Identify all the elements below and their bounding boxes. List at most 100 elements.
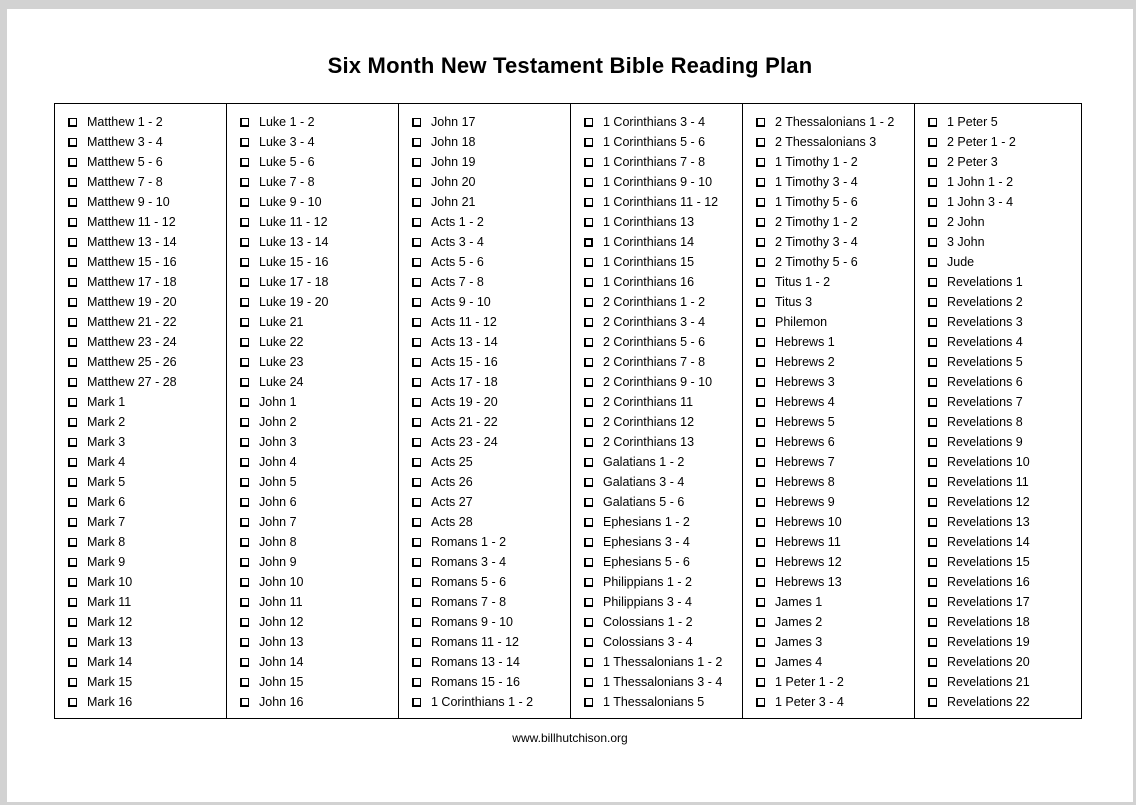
checkbox-icon[interactable]	[412, 157, 421, 167]
checkbox-icon[interactable]	[68, 297, 77, 307]
checkbox-icon[interactable]	[584, 297, 593, 307]
checkbox-icon[interactable]	[240, 677, 249, 687]
checkbox-icon[interactable]	[928, 477, 937, 487]
checkbox-icon[interactable]	[756, 277, 765, 287]
checkbox-icon[interactable]	[412, 117, 421, 127]
checkbox-icon[interactable]	[584, 317, 593, 327]
checkbox-icon[interactable]	[756, 317, 765, 327]
checkbox-icon[interactable]	[928, 517, 937, 527]
checkbox-icon[interactable]	[928, 157, 937, 167]
checkbox-icon[interactable]	[584, 337, 593, 347]
checkbox-icon[interactable]	[68, 137, 77, 147]
checkbox-icon[interactable]	[756, 457, 765, 467]
checkbox-icon[interactable]	[412, 497, 421, 507]
checkbox-icon[interactable]	[756, 577, 765, 587]
checkbox-icon[interactable]	[412, 357, 421, 367]
checkbox-icon[interactable]	[928, 637, 937, 647]
checkbox-icon[interactable]	[412, 537, 421, 547]
checkbox-icon[interactable]	[240, 237, 249, 247]
checkbox-icon[interactable]	[584, 117, 593, 127]
checkbox-icon[interactable]	[584, 657, 593, 667]
checkbox-icon[interactable]	[68, 637, 77, 647]
checkbox-icon[interactable]	[928, 237, 937, 247]
checkbox-icon[interactable]	[584, 597, 593, 607]
checkbox-icon[interactable]	[928, 297, 937, 307]
checkbox-icon[interactable]	[240, 137, 249, 147]
checkbox-icon[interactable]	[412, 277, 421, 287]
checkbox-icon[interactable]	[68, 177, 77, 187]
checkbox-icon[interactable]	[240, 157, 249, 167]
checkbox-icon[interactable]	[928, 357, 937, 367]
checkbox-icon[interactable]	[240, 177, 249, 187]
checkbox-icon[interactable]	[584, 377, 593, 387]
checkbox-icon[interactable]	[584, 397, 593, 407]
checkbox-icon[interactable]	[928, 577, 937, 587]
checkbox-icon[interactable]	[928, 317, 937, 327]
checkbox-icon[interactable]	[928, 177, 937, 187]
checkbox-icon[interactable]	[68, 277, 77, 287]
checkbox-icon[interactable]	[928, 597, 937, 607]
checkbox-icon[interactable]	[412, 457, 421, 467]
checkbox-icon[interactable]	[412, 557, 421, 567]
checkbox-icon[interactable]	[756, 477, 765, 487]
checkbox-icon[interactable]	[928, 497, 937, 507]
checkbox-icon[interactable]	[928, 677, 937, 687]
checkbox-icon[interactable]	[756, 137, 765, 147]
checkbox-icon[interactable]	[68, 217, 77, 227]
checkbox-icon[interactable]	[412, 417, 421, 427]
checkbox-icon[interactable]	[756, 337, 765, 347]
checkbox-icon[interactable]	[928, 417, 937, 427]
checkbox-icon[interactable]	[68, 257, 77, 267]
checkbox-icon[interactable]	[412, 377, 421, 387]
checkbox-icon[interactable]	[756, 117, 765, 127]
checkbox-icon[interactable]	[240, 457, 249, 467]
checkbox-icon[interactable]	[584, 197, 593, 207]
checkbox-icon[interactable]	[584, 457, 593, 467]
checkbox-icon[interactable]	[756, 257, 765, 267]
checkbox-icon[interactable]	[756, 297, 765, 307]
checkbox-icon[interactable]	[584, 677, 593, 687]
checkbox-icon[interactable]	[240, 317, 249, 327]
checkbox-icon[interactable]	[68, 377, 77, 387]
checkbox-icon[interactable]	[68, 317, 77, 327]
checkbox-icon[interactable]	[412, 617, 421, 627]
checkbox-icon[interactable]	[68, 597, 77, 607]
checkbox-icon[interactable]	[68, 397, 77, 407]
checkbox-icon[interactable]	[412, 237, 421, 247]
checkbox-icon[interactable]	[584, 637, 593, 647]
checkbox-icon[interactable]	[68, 197, 77, 207]
checkbox-icon[interactable]	[928, 397, 937, 407]
checkbox-icon[interactable]	[584, 617, 593, 627]
checkbox-icon[interactable]	[240, 417, 249, 427]
checkbox-icon[interactable]	[928, 257, 937, 267]
checkbox-icon[interactable]	[68, 677, 77, 687]
checkbox-icon[interactable]	[412, 637, 421, 647]
checkbox-icon[interactable]	[240, 477, 249, 487]
checkbox-icon[interactable]	[68, 237, 77, 247]
checkbox-icon[interactable]	[584, 277, 593, 287]
checkbox-icon[interactable]	[412, 517, 421, 527]
checkbox-icon[interactable]	[68, 537, 77, 547]
checkbox-icon[interactable]	[928, 137, 937, 147]
checkbox-icon[interactable]	[240, 657, 249, 667]
checkbox-icon[interactable]	[240, 637, 249, 647]
checkbox-icon[interactable]	[756, 397, 765, 407]
checkbox-icon[interactable]	[412, 397, 421, 407]
checkbox-icon[interactable]	[584, 497, 593, 507]
checkbox-icon[interactable]	[68, 337, 77, 347]
checkbox-icon[interactable]	[68, 617, 77, 627]
checkbox-icon[interactable]	[584, 217, 593, 227]
checkbox-icon[interactable]	[756, 437, 765, 447]
checkbox-icon[interactable]	[756, 157, 765, 167]
checkbox-icon[interactable]	[756, 517, 765, 527]
checkbox-icon[interactable]	[240, 497, 249, 507]
checkbox-icon[interactable]	[240, 337, 249, 347]
checkbox-icon[interactable]	[68, 577, 77, 587]
checkbox-icon[interactable]	[756, 557, 765, 567]
checkbox-icon[interactable]	[240, 397, 249, 407]
checkbox-icon[interactable]	[756, 677, 765, 687]
checkbox-icon[interactable]	[756, 377, 765, 387]
checkbox-icon[interactable]	[584, 517, 593, 527]
checkbox-icon[interactable]	[240, 697, 249, 707]
checkbox-icon[interactable]	[240, 557, 249, 567]
